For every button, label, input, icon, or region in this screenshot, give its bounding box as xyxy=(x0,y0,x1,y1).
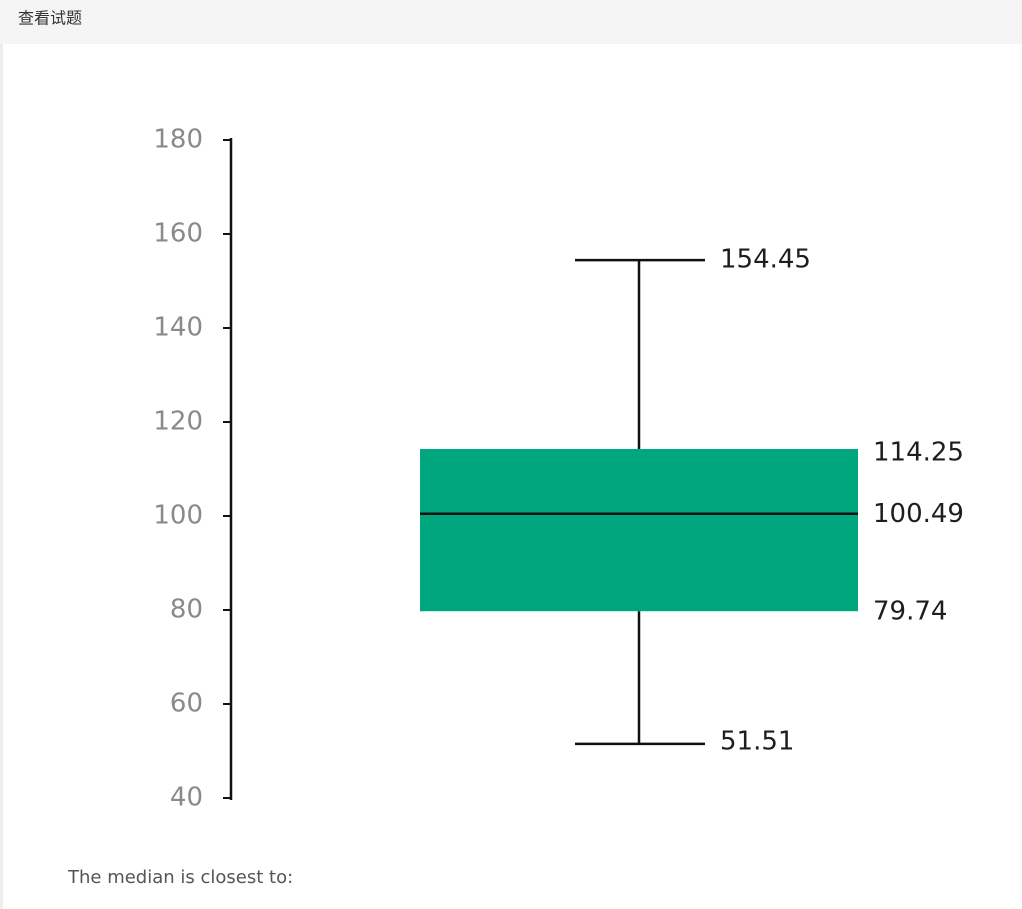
panel-border xyxy=(0,44,3,909)
y-tick-label: 140 xyxy=(153,313,203,343)
y-tick-label: 80 xyxy=(170,595,203,625)
median-label: 100.49 xyxy=(873,499,964,529)
y-tick-label: 100 xyxy=(153,501,203,531)
min-label: 51.51 xyxy=(720,726,794,756)
question-text: The median is closest to: xyxy=(67,867,293,888)
header-title: 查看试题 xyxy=(18,9,82,28)
y-tick-label: 120 xyxy=(153,407,203,437)
y-tick-label: 160 xyxy=(153,219,203,249)
q3-label: 114.25 xyxy=(873,438,964,468)
max-label: 154.45 xyxy=(720,245,811,275)
y-tick-label: 60 xyxy=(170,689,203,719)
box xyxy=(420,449,858,612)
y-tick-label: 180 xyxy=(153,125,203,155)
y-tick-label: 40 xyxy=(170,783,203,813)
q1-label: 79.74 xyxy=(873,597,947,627)
header-bar xyxy=(0,0,1022,44)
